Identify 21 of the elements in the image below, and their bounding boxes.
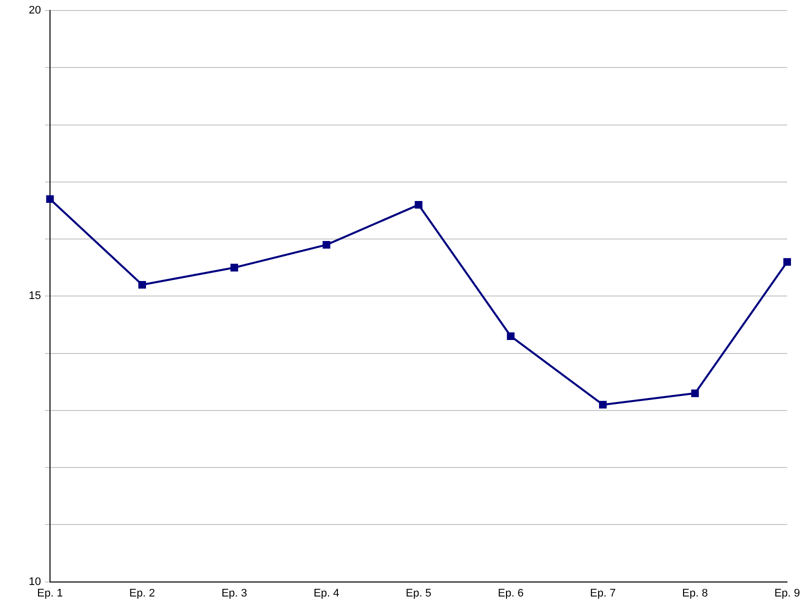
x-tick-label: Ep. 6 — [498, 587, 524, 600]
point — [599, 400, 607, 409]
x-tick-label: Ep. 4 — [314, 587, 340, 600]
point — [414, 200, 422, 209]
point — [138, 280, 146, 289]
point — [322, 240, 330, 249]
x-tick-label: Ep. 3 — [221, 587, 248, 600]
x-tick-label: Ep. 5 — [406, 587, 432, 600]
x-tick-label: Ep. 9 — [774, 587, 800, 600]
point — [46, 195, 54, 203]
y-tick-label: 15 — [28, 290, 41, 302]
y-tick-label: 10 — [28, 576, 41, 588]
point — [783, 258, 791, 266]
x-tick-label: Ep. 1 — [37, 587, 63, 600]
point — [691, 389, 699, 398]
point — [506, 332, 515, 340]
y-tick-label: 20 — [28, 4, 41, 17]
point — [230, 264, 238, 272]
x-tick-label: Ep. 7 — [590, 587, 616, 600]
x-tick-label: Ep. 2 — [129, 587, 155, 600]
x-tick-label: Ep. 8 — [682, 587, 708, 600]
